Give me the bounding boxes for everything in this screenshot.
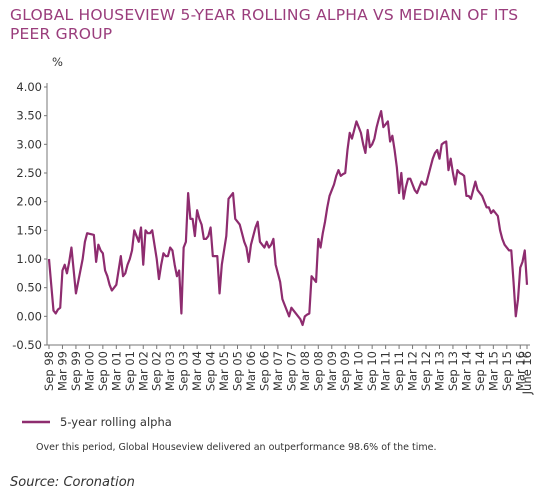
y-tick-label: 2.00 (16, 195, 42, 209)
x-tick-label: Mar 08 (298, 351, 312, 391)
x-tick-label: Mar 01 (109, 351, 123, 391)
x-tick-label: Mar 07 (271, 351, 285, 391)
x-tick-label: Mar 06 (244, 351, 258, 391)
y-tick-label: 3.50 (16, 109, 42, 123)
x-tick-label: Mar 02 (136, 351, 150, 391)
x-tick-label: Sep 02 (150, 351, 164, 391)
x-tick-label: Sep 10 (365, 351, 379, 391)
chart-title: GLOBAL HOUSEVIEW 5-YEAR ROLLING ALPHA VS… (10, 6, 519, 43)
y-tick-label: 1.00 (16, 252, 42, 266)
x-tick-label: Sep 00 (96, 351, 110, 391)
x-tick-label: June 16 (520, 351, 534, 395)
footnote: Over this period, Global Houseview deliv… (36, 442, 436, 453)
x-tick-label: Sep 15 (500, 351, 514, 391)
x-tick-label: Mar 04 (190, 351, 204, 391)
x-tick-label: Mar 16 (513, 351, 527, 391)
x-tick-label: Sep 98 (42, 351, 56, 391)
x-tick-label: Mar 10 (352, 351, 366, 391)
x-tick-label: Sep 06 (257, 351, 271, 391)
x-tick-label: Sep 12 (419, 351, 433, 391)
y-tick-label: 3.00 (16, 137, 42, 151)
x-tick-label: Mar 13 (432, 351, 446, 391)
x-tick-label: Mar 15 (486, 351, 500, 391)
x-tick-label: Sep 05 (231, 351, 245, 391)
y-tick-label: 2.50 (16, 166, 42, 180)
x-tick-label: Sep 11 (392, 351, 406, 391)
y-tick-label: 1.50 (16, 223, 42, 237)
x-tick-label: Sep 07 (284, 351, 298, 391)
y-tick-label: 0.00 (16, 309, 42, 323)
data-line (47, 109, 529, 327)
x-tick-label: Mar 11 (379, 351, 393, 391)
legend-label: 5-year rolling alpha (60, 415, 172, 429)
y-tick-label: 4.00 (16, 80, 42, 94)
x-tick-label: Sep 03 (177, 351, 191, 391)
y-unit: % (52, 55, 63, 69)
x-tick-label: Sep 09 (338, 351, 352, 391)
y-tick-label: -0.50 (12, 338, 42, 352)
x-tick-label: Mar 99 (55, 351, 69, 391)
x-tick-label: Sep 01 (123, 351, 137, 391)
x-tick-label: Sep 13 (446, 351, 460, 391)
x-tick-label: Sep 99 (69, 351, 83, 391)
x-tick-label: Sep 08 (311, 351, 325, 391)
x-tick-label: Mar 05 (217, 351, 231, 391)
x-tick-label: Mar 14 (459, 351, 473, 391)
x-tick-label: Mar 00 (82, 351, 96, 391)
x-tick-label: Mar 12 (406, 351, 420, 391)
y-tick-label: 0.50 (16, 281, 42, 295)
x-tick-label: Sep 04 (204, 351, 218, 391)
x-tick-label: Mar 09 (325, 351, 339, 391)
x-tick-label: Sep 14 (473, 351, 487, 391)
x-tick-label: Mar 03 (163, 351, 177, 391)
source: Source: Coronation (10, 475, 135, 490)
